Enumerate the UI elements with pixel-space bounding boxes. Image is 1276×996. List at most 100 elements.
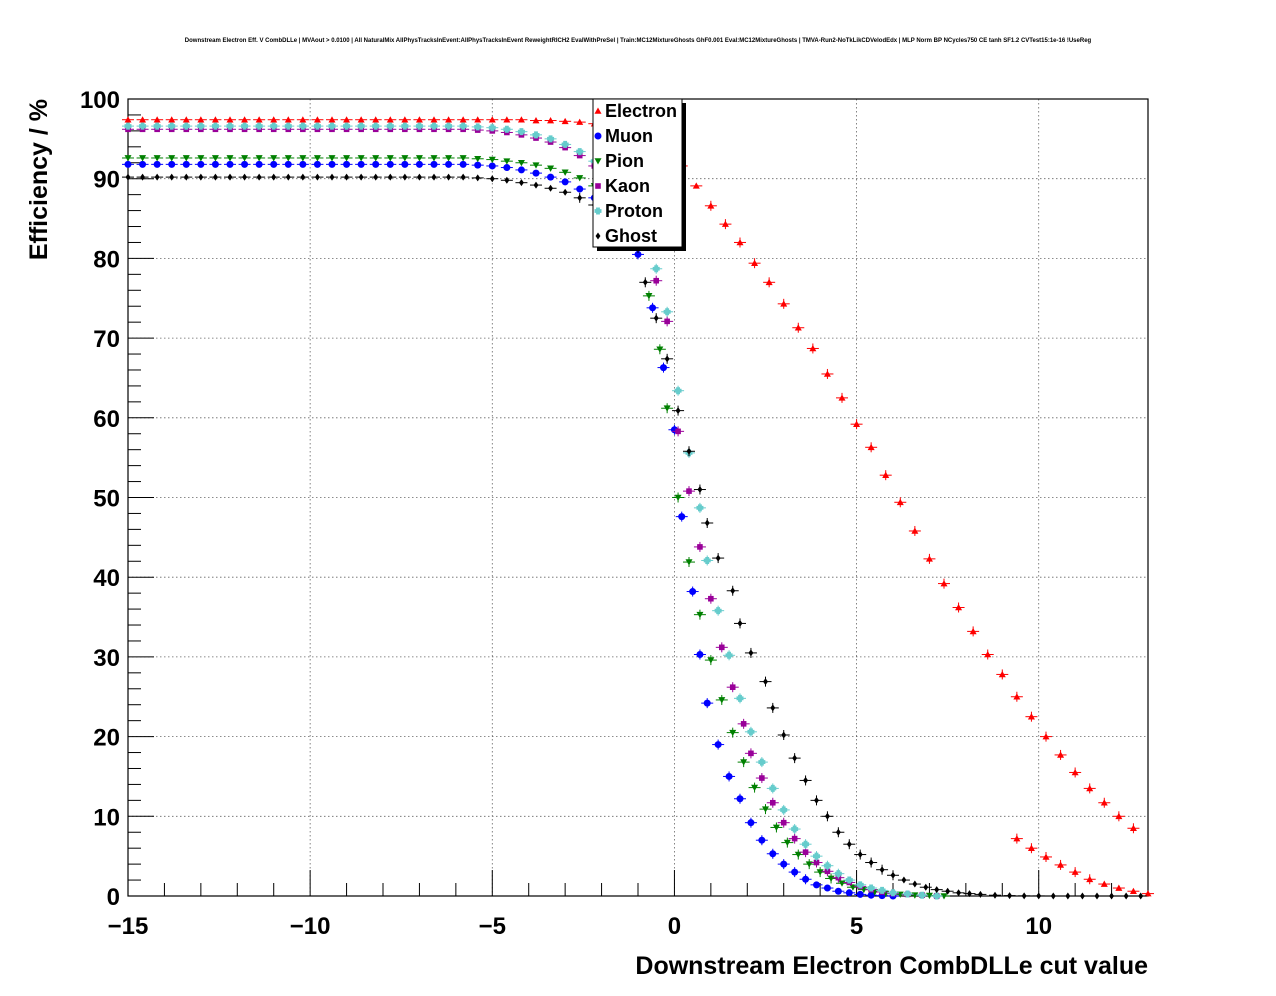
point-electron [809,344,817,352]
point-kaon [664,318,670,325]
point-ghost [577,194,583,202]
y-tick-label: 10 [93,804,120,831]
point-ghost [977,890,983,898]
point-ghost [653,314,659,322]
point-electron [969,627,977,635]
point-proton [769,784,777,792]
point-muon [649,304,657,312]
point-pion [415,155,423,162]
x-tick-labels: −15 −10 −5 0 5 10 [108,913,1052,940]
point-electron [1100,799,1108,806]
point-electron [168,116,176,123]
legend-marker-electron [594,107,602,114]
legend-label-proton: Proton [605,201,663,221]
point-muon [124,160,132,168]
point-muon [284,160,292,168]
point-muon [867,891,875,899]
x-axis-label: Downstream Electron CombDLLe cut value [635,952,1148,980]
y-axis-label: Efficiency / % [25,99,53,260]
point-ghost [373,173,379,181]
point-proton [211,122,219,130]
point-pion [372,155,380,162]
point-ghost [198,173,204,181]
point-electron [984,651,992,658]
point-electron [736,238,744,246]
legend-label-pion: Pion [605,151,644,171]
point-proton [517,128,525,136]
point-proton [725,651,733,659]
point-pion [357,155,365,162]
point-ghost [314,173,320,181]
point-muon [576,185,584,193]
point-proton [867,884,875,892]
point-ghost [923,883,929,891]
point-ghost [912,880,918,888]
point-pion [762,806,769,813]
y-tick-label: 100 [80,87,120,114]
point-electron [882,471,890,478]
point-proton [372,122,380,130]
point-electron [532,117,540,124]
point-proton [488,124,496,132]
point-proton [933,892,941,900]
point-proton [255,122,263,130]
x-tick-label: 10 [1025,913,1052,940]
point-proton [791,825,799,833]
point-pion [226,155,234,162]
point-electron [1013,693,1021,700]
point-ghost [748,649,754,657]
series-proton [122,122,943,900]
point-proton [445,122,453,130]
point-pion [386,155,394,162]
point-ghost [227,173,233,181]
y-tick-label: 20 [93,725,120,752]
point-electron [853,420,861,427]
point-electron [780,300,788,307]
point-proton [124,122,132,130]
point-pion [740,759,748,766]
legend-label-muon: Muon [605,126,653,146]
point-muon [747,819,755,827]
point-electron [357,116,365,123]
point-pion [211,155,219,162]
point-pion [328,155,336,162]
y-tick-label: 30 [93,645,120,672]
x-tick-label: −15 [108,913,149,940]
legend-label-electron: Electron [605,101,677,121]
point-electron [1086,875,1094,883]
point-ghost [781,731,787,739]
point-electron [1042,733,1050,740]
y-tick-label: 60 [93,406,120,433]
point-ghost [857,851,863,859]
point-ghost [562,188,568,196]
point-ghost [140,173,146,181]
point-muon [802,875,810,883]
point-ghost [1123,892,1129,900]
point-ghost [402,173,408,181]
point-ghost [879,866,885,874]
point-pion [772,824,780,831]
point-pion [656,346,664,353]
point-muon [401,160,409,168]
point-proton [845,876,853,884]
point-ghost [967,890,972,898]
point-pion [729,729,737,737]
point-ghost [358,173,364,181]
point-proton [459,122,467,130]
y-tick-label: 70 [93,326,120,353]
point-pion [783,839,791,847]
point-electron [124,116,132,123]
point-electron [197,116,205,123]
axis-ticks [127,98,1149,897]
point-ghost [1094,892,1100,900]
point-ghost [344,173,350,181]
point-proton [343,122,351,130]
point-muon [780,860,788,868]
point-electron [1071,868,1079,875]
point-pion [707,657,715,664]
point-muon [660,364,667,372]
point-pion [459,155,467,162]
point-kaon [802,849,809,855]
point-muon [241,160,249,168]
point-pion [674,494,682,501]
